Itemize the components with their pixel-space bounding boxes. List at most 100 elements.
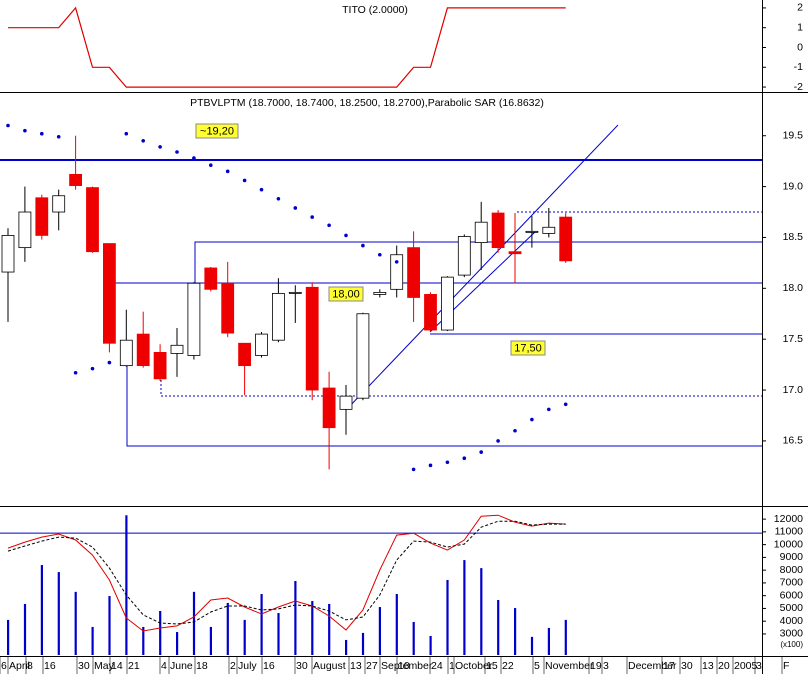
y-tick-label: -2 <box>794 81 803 93</box>
candle-body <box>86 187 99 253</box>
volume-bar <box>328 603 331 655</box>
candle-body <box>103 243 116 344</box>
x-tick-label: October <box>455 660 493 672</box>
sar-dot <box>225 169 230 174</box>
volume-bar <box>159 610 162 655</box>
y-tick-label: 2 <box>797 2 803 14</box>
y-tick-label: 7000 <box>780 577 804 589</box>
candle-body <box>390 254 404 290</box>
level-line <box>194 241 762 283</box>
dashed-level <box>160 380 762 397</box>
candle-body <box>508 251 522 255</box>
annotation: 18,00 <box>332 288 360 300</box>
sar-dot <box>23 128 27 133</box>
candle-body <box>322 387 336 429</box>
candle-body <box>339 395 353 410</box>
y-tick-label: 9000 <box>780 551 804 563</box>
x-tick-label: 10 <box>398 660 410 672</box>
volume-bar <box>311 601 314 655</box>
x-tick-label: 24 <box>431 660 443 672</box>
sar-dot <box>107 360 112 365</box>
indicator-line <box>8 6 566 88</box>
volume-bar <box>226 602 229 655</box>
annotation-box <box>510 340 546 356</box>
sar-dot <box>242 178 247 183</box>
x-tick-label: 6 <box>1 660 7 672</box>
y-tick-label: 10000 <box>774 538 803 550</box>
volume-bar <box>142 626 145 655</box>
x-tick-label: December <box>628 660 677 672</box>
candle-body <box>288 291 302 294</box>
sar-dot <box>259 187 264 192</box>
x-tick-label: 2 <box>230 660 236 672</box>
candle-body <box>35 197 49 236</box>
volume-bar <box>378 607 381 655</box>
candle-body <box>559 216 573 262</box>
candle-body <box>238 342 252 367</box>
sar-dot <box>56 134 61 139</box>
sar-dot <box>530 417 534 422</box>
y-tick-label: 19.5 <box>783 130 804 142</box>
sar-dot <box>496 439 500 443</box>
candle-body <box>542 226 556 234</box>
x-tick-label: 5 <box>534 660 540 672</box>
volume-bar <box>192 591 196 655</box>
candle-body <box>457 236 471 276</box>
volume-bar <box>176 632 179 655</box>
x-tick-label: 30 <box>296 660 308 672</box>
volume-bar <box>564 619 567 655</box>
volume-bar <box>108 596 111 655</box>
sar-dot <box>563 402 568 407</box>
volume-bar <box>7 619 10 655</box>
candle-body <box>407 247 421 298</box>
candle-body <box>119 339 133 367</box>
candle-body <box>52 195 66 213</box>
candle-body <box>356 313 370 399</box>
x-tick-label: May <box>94 660 115 672</box>
y-tick-label: -1 <box>794 61 803 73</box>
sar-dot <box>40 131 44 136</box>
candle-body <box>271 293 285 341</box>
volume-bar <box>294 581 297 655</box>
volume-bar <box>446 579 449 655</box>
y-tick-label: 8000 <box>780 564 804 576</box>
candle-body <box>440 276 454 331</box>
candle-body <box>525 230 539 233</box>
x-tick-label: 18 <box>196 660 208 672</box>
sar-dot <box>361 243 365 248</box>
x-tick-label: 16 <box>263 660 275 672</box>
annotations: ~19,20 18,00 17,50 <box>195 123 546 356</box>
x-tick-label: August <box>313 660 346 672</box>
y-tick-label: 6000 <box>780 589 804 601</box>
x-tick-label: 27 <box>366 660 378 672</box>
sar-dot <box>90 366 95 371</box>
sar-dot <box>513 428 517 433</box>
candle-body <box>474 221 488 243</box>
y-tick-label: 4000 <box>780 615 804 627</box>
sar-dot <box>327 223 331 228</box>
x-tick-label: 14 <box>111 660 123 672</box>
volume-bar <box>40 565 43 655</box>
sar-dot <box>428 463 433 468</box>
volume-bar <box>74 591 77 655</box>
sar-dot <box>547 407 551 412</box>
candle-body <box>491 212 505 249</box>
y-tick-label: 17.5 <box>783 333 804 345</box>
sar-dot <box>310 215 315 219</box>
sar-dot <box>276 196 281 201</box>
volume-bar <box>277 613 280 655</box>
x-tick-label: 21 <box>128 660 140 672</box>
volume-bar <box>23 603 27 655</box>
sar-dot <box>344 233 348 238</box>
y-tick-label: 3000 <box>780 628 804 640</box>
volume-bar <box>547 627 550 655</box>
y-tick-label: 0 <box>797 41 803 53</box>
y-tick-label: 19.0 <box>783 180 804 192</box>
volume-bar <box>345 639 348 655</box>
x-tick-label: July <box>238 660 257 672</box>
volume-bar <box>260 594 263 655</box>
x-tick-label: 13 <box>702 660 714 672</box>
volume-bar <box>209 626 212 655</box>
